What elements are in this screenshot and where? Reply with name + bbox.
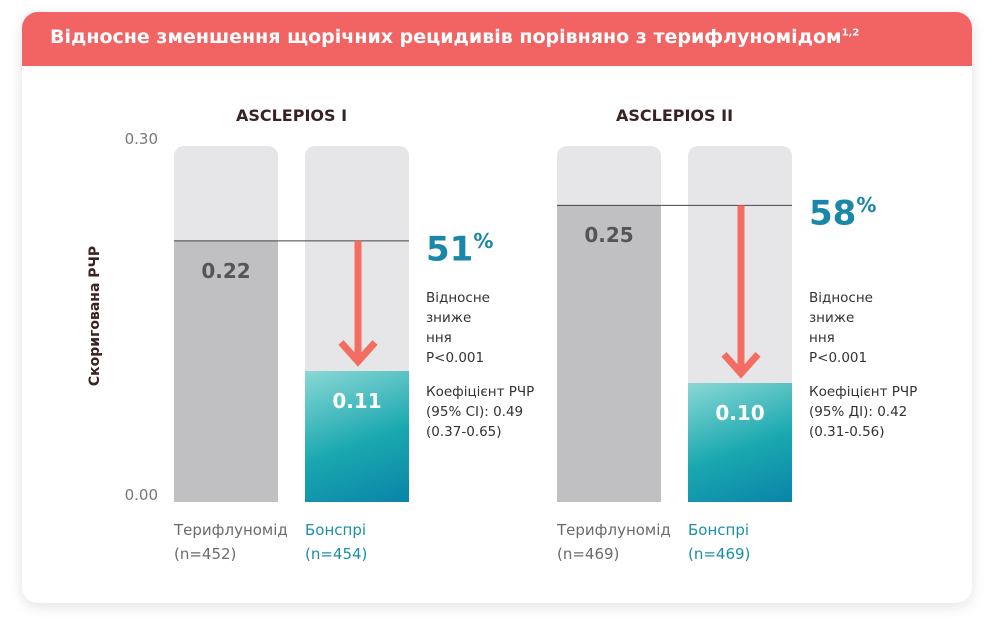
value-label: 0.25 — [584, 223, 634, 248]
category-label: Терифлуномід (n=452) — [174, 521, 288, 563]
reduction: 51% — [426, 229, 493, 269]
reduction-value: 51 — [426, 229, 474, 270]
reduction-unit: % — [856, 193, 877, 218]
note-line: P<0.001 — [809, 350, 868, 366]
ratio-line: (95% ДІ): 0.42 — [809, 404, 908, 420]
value-label: 0.11 — [332, 389, 382, 414]
ratio-line: Коефіцієнт РЧР — [426, 384, 535, 400]
note-line: зниже — [809, 310, 855, 326]
ratio-line: Коефіцієнт РЧР — [809, 384, 918, 400]
arrow-head — [721, 351, 761, 379]
category-label: Бонспрі (n=454) — [305, 521, 368, 563]
arrow-head — [338, 340, 378, 367]
ratio-line: (0.37-0.65) — [426, 424, 502, 440]
bar — [305, 371, 409, 502]
reduction-unit: % — [473, 228, 494, 253]
note-line: P<0.001 — [426, 350, 485, 366]
ratio-line: (0.31-0.56) — [809, 424, 885, 440]
title-text: Відносне зменшення щорічних рецидивів по… — [50, 26, 842, 48]
note-line: ння — [809, 330, 835, 346]
reduction-value: 58 — [809, 193, 857, 234]
value-label: 0.10 — [715, 401, 765, 426]
value-label: 0.22 — [201, 258, 251, 283]
y-tick-label: 0.00 — [124, 486, 158, 504]
note-line: зниже — [426, 310, 472, 326]
bar — [174, 240, 278, 502]
category-label: Бонспрі (n=469) — [688, 521, 751, 563]
bar — [557, 205, 661, 502]
category-label: Терифлуномід (n=469) — [557, 521, 671, 563]
title-refs: 1,2 — [841, 27, 860, 39]
note-line: Відносне — [809, 290, 873, 306]
reduction: 58% — [809, 193, 876, 233]
header-bar: Відносне зменшення щорічних рецидивів по… — [22, 12, 972, 66]
y-tick-label: 0.30 — [124, 130, 158, 148]
chart-title: ASCLEPIOS I — [235, 106, 348, 125]
chart-title: ASCLEPIOS II — [615, 106, 734, 125]
note-line: Відносне — [426, 290, 490, 306]
note-line: ння — [426, 330, 452, 346]
header-title: Відносне зменшення щорічних рецидивів по… — [50, 26, 859, 48]
bar — [688, 383, 792, 502]
ratio-line: (95% CI): 0.49 — [426, 404, 524, 420]
